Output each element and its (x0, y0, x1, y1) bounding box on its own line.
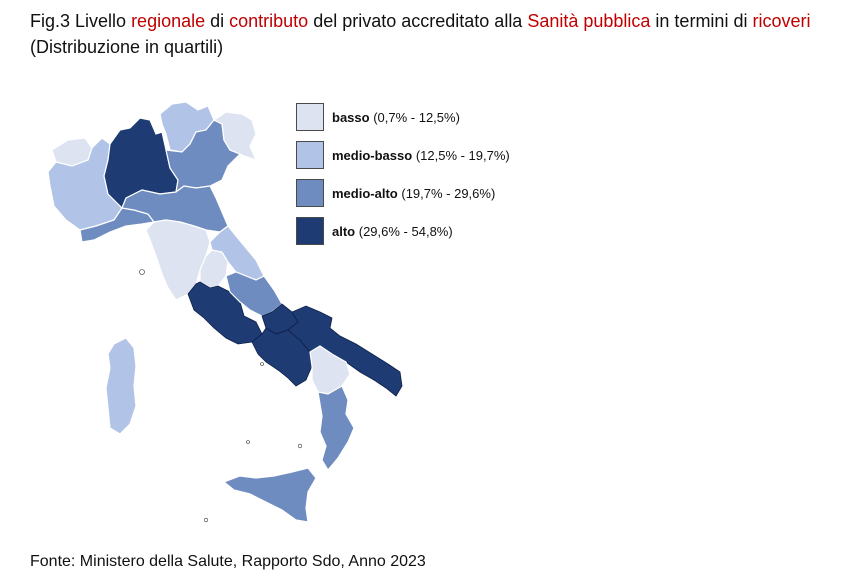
legend-range: (0,7% - 12,5%) (373, 109, 460, 125)
legend-range: (19,7% - 29,6%) (401, 185, 496, 201)
legend-text: medio-alto (19,7% - 29,6%) (332, 186, 495, 201)
legend-item-basso: basso (0,7% - 12,5%) (296, 102, 510, 132)
legend-swatch (296, 217, 324, 245)
legend-label: medio-alto (332, 185, 398, 201)
title-part: Fig.3 Livello (30, 11, 132, 31)
legend-label: medio-basso (332, 147, 413, 163)
legend-item-medio-alto: medio-alto (19,7% - 29,6%) (296, 178, 510, 208)
title-line-2: (Distribuzione in quartili) (30, 37, 224, 57)
legend-label: basso (332, 109, 370, 125)
title-part: regionale (131, 11, 206, 31)
legend-text: basso (0,7% - 12,5%) (332, 110, 460, 125)
region-sardegna (105, 337, 137, 435)
source-note: Fonte: Ministero della Salute, Rapporto … (30, 553, 426, 570)
island-capri (260, 362, 264, 366)
island-eolie (297, 443, 303, 449)
title-part: del privato accreditato alla (308, 11, 528, 31)
legend-range: (12,5% - 19,7%) (415, 147, 510, 163)
figure-title: Fig.3 Livello regionale di contributo de… (30, 8, 850, 60)
map-legend: basso (0,7% - 12,5%) medio-basso (12,5% … (296, 102, 510, 254)
italy-map-svg (47, 101, 403, 523)
title-part: contributo (229, 11, 309, 31)
legend-swatch (296, 179, 324, 207)
island-pantelleria (203, 517, 209, 523)
legend-item-alto: alto (29,6% - 54,8%) (296, 216, 510, 246)
legend-item-medio-basso: medio-basso (12,5% - 19,7%) (296, 140, 510, 170)
legend-text: medio-basso (12,5% - 19,7%) (332, 148, 510, 163)
region-calabria (317, 385, 355, 472)
title-part: in termini di (650, 11, 753, 31)
island-elba (139, 269, 145, 275)
island-ustica (246, 440, 250, 444)
title-part: Sanità pubblica (527, 11, 651, 31)
legend-label: alto (332, 223, 356, 239)
title-part: di (205, 11, 230, 31)
region-sicilia (222, 467, 317, 523)
italy-map (30, 90, 420, 545)
region-lazio (187, 281, 263, 345)
legend-range: (29,6% - 54,8%) (358, 223, 453, 239)
legend-swatch (296, 141, 324, 169)
legend-text: alto (29,6% - 54,8%) (332, 224, 453, 239)
title-line-1: Fig.3 Livello regionale di contributo de… (30, 8, 850, 34)
legend-swatch (296, 103, 324, 131)
title-part: ricoveri (752, 11, 811, 31)
region-friuli-venezia-giulia (212, 111, 258, 161)
